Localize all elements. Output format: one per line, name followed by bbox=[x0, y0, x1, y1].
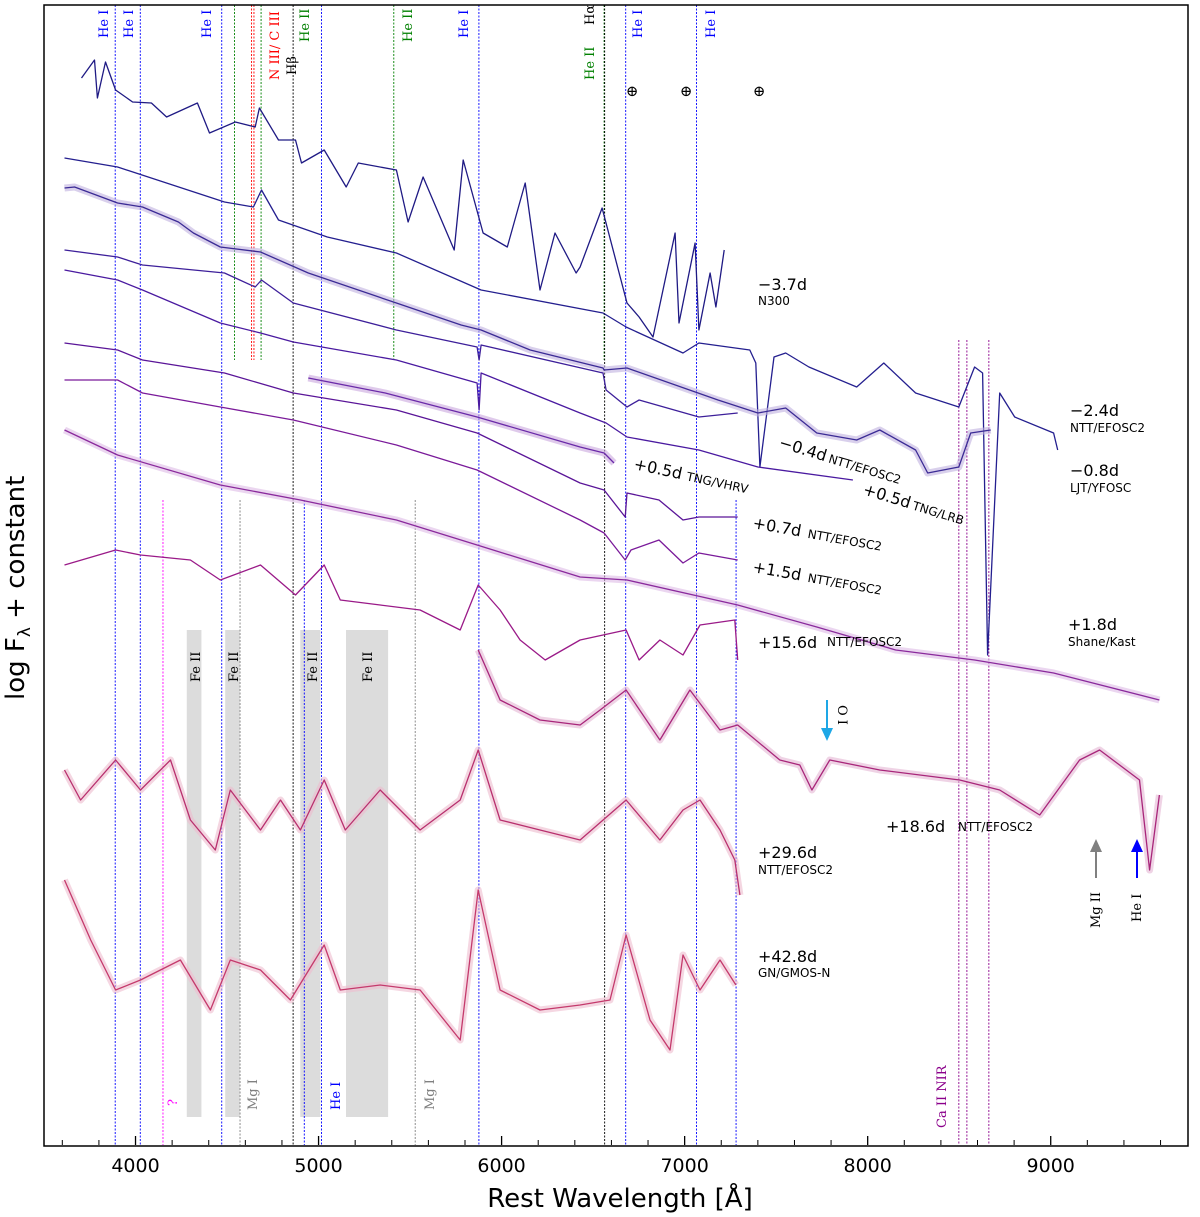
epoch-label: +1.8d bbox=[1068, 615, 1117, 634]
telluric-icon: ⊕ bbox=[753, 82, 766, 100]
fe-ii-bands bbox=[186, 630, 389, 1117]
line-markers bbox=[114, 5, 990, 1145]
epoch-label: −0.4d bbox=[777, 433, 829, 466]
label-unknown: ? bbox=[166, 1099, 181, 1106]
spectrum-line bbox=[64, 186, 991, 474]
epoch-label: +29.6d bbox=[758, 843, 817, 862]
x-axis-title: Rest Wavelength [Å] bbox=[487, 1182, 752, 1214]
epoch-label: +0.7d bbox=[751, 513, 803, 540]
spectrum-line bbox=[64, 342, 738, 521]
o-i-arrowhead bbox=[821, 728, 833, 741]
top-line-labels: He I He I He I N III/ C III Hβ He II He … bbox=[97, 5, 765, 100]
instrument-label: N300 bbox=[758, 294, 790, 308]
label-n-iii-c-iii: N III/ C III bbox=[268, 11, 283, 80]
spectrum-line bbox=[64, 157, 1059, 656]
spectrum-raw bbox=[61, 746, 744, 896]
spectrum-line bbox=[477, 649, 1161, 871]
label-he-i: He I bbox=[200, 10, 215, 38]
arrows: O I Mg II He I bbox=[821, 700, 1145, 928]
epoch-label: −2.4d bbox=[1070, 401, 1119, 420]
label-fe-ii: Fe II bbox=[306, 652, 321, 682]
fe-ii-band bbox=[186, 630, 202, 1117]
instrument-label: GN/GMOS-N bbox=[758, 966, 830, 980]
telluric-icon: ⊕ bbox=[626, 82, 639, 100]
label-h-alpha: Hα bbox=[583, 5, 598, 25]
tick-label: 5000 bbox=[294, 1155, 342, 1177]
instrument-label: Shane/Kast bbox=[1068, 635, 1136, 649]
spectrum-line bbox=[64, 249, 738, 418]
label-he-i: He I bbox=[457, 10, 472, 38]
y-axis-title-suffix: + constant bbox=[1, 476, 31, 627]
instrument-label: NTT/EFOSC2 bbox=[807, 571, 883, 598]
he-i-arrowhead bbox=[1131, 839, 1143, 852]
epoch-label: −3.7d bbox=[758, 275, 807, 294]
instrument-label: TNG/LRB bbox=[910, 498, 966, 527]
tick-label: 8000 bbox=[844, 1155, 892, 1177]
label-he-i: He I bbox=[122, 10, 137, 38]
instrument-label: NTT/EFOSC2 bbox=[807, 527, 883, 554]
fe-ii-band bbox=[300, 630, 321, 1117]
epoch-label: +18.6d bbox=[886, 817, 945, 836]
instrument-label: NTT/EFOSC2 bbox=[958, 820, 1033, 834]
x-axis-ticks: 4000 5000 6000 7000 8000 9000 bbox=[61, 1136, 1162, 1177]
label-he-i-arrow: He I bbox=[1130, 894, 1145, 922]
label-he-ii: He II bbox=[298, 9, 313, 42]
epoch-label: +0.5d bbox=[632, 454, 684, 483]
label-he-ii: He II bbox=[583, 47, 598, 80]
bottom-line-labels: ? Mg I He I Mg I Ca II NIR bbox=[166, 1064, 950, 1128]
spectrum-line bbox=[64, 429, 1160, 701]
tick-label: 7000 bbox=[660, 1155, 708, 1177]
label-fe-ii: Fe II bbox=[361, 652, 376, 682]
instrument-label: TNG/VHRV bbox=[684, 469, 750, 496]
y-axis-title-main: log F bbox=[1, 637, 31, 700]
instrument-label: NTT/EFOSC2 bbox=[827, 635, 902, 649]
label-mg-ii: Mg II bbox=[1089, 892, 1104, 928]
spectrum-line bbox=[64, 549, 739, 661]
spectrum-line bbox=[63, 749, 741, 896]
fe-ii-labels: Fe II Fe II Fe II Fe II bbox=[189, 652, 376, 682]
spectrum-raw bbox=[307, 374, 617, 466]
fe-ii-band bbox=[346, 630, 389, 1117]
plot-frame bbox=[43, 4, 1189, 1147]
label-o-i: O I bbox=[834, 705, 849, 725]
epoch-label: −0.8d bbox=[1070, 461, 1119, 480]
label-he-ii: He II bbox=[401, 9, 416, 42]
y-axis-title: log Fλ + constant bbox=[1, 476, 35, 700]
tick-label: 9000 bbox=[1027, 1155, 1075, 1177]
tick-label: 4000 bbox=[111, 1155, 159, 1177]
epoch-label: +0.5d bbox=[861, 480, 913, 513]
label-fe-ii: Fe II bbox=[189, 652, 204, 682]
spectrum-line bbox=[64, 379, 738, 564]
fe-ii-band bbox=[225, 630, 240, 1117]
epoch-labels: −3.7d N300 −2.4d NTT/EFOSC2 −0.8d LJT/YF… bbox=[632, 275, 1145, 980]
mg-ii-arrowhead bbox=[1090, 839, 1102, 852]
label-he-i: He I bbox=[97, 10, 112, 38]
y-axis-title-sub: λ bbox=[15, 627, 35, 637]
spectrum-line bbox=[80, 59, 725, 338]
label-he-i: He I bbox=[329, 1082, 344, 1110]
label-ca-ii-nir: Ca II NIR bbox=[935, 1064, 950, 1128]
telluric-icon: ⊕ bbox=[680, 82, 693, 100]
instrument-label: LJT/YFOSC bbox=[1070, 481, 1131, 495]
epoch-label: +42.8d bbox=[758, 947, 817, 966]
label-he-i: He I bbox=[704, 10, 719, 38]
label-fe-ii: Fe II bbox=[227, 652, 242, 682]
label-mg-i: Mg I bbox=[423, 1079, 438, 1110]
epoch-label: +15.6d bbox=[758, 633, 817, 652]
label-he-i: He I bbox=[631, 10, 646, 38]
spectrum-line bbox=[63, 879, 737, 1051]
spectrum-line bbox=[308, 377, 615, 464]
label-mg-i: Mg I bbox=[246, 1079, 261, 1110]
tick-label: 6000 bbox=[477, 1155, 525, 1177]
spectra-series bbox=[61, 59, 1163, 1054]
epoch-label: +1.5d bbox=[751, 557, 803, 584]
instrument-label: NTT/EFOSC2 bbox=[1070, 421, 1145, 435]
instrument-label: NTT/EFOSC2 bbox=[758, 863, 833, 877]
label-h-beta: Hβ bbox=[285, 56, 300, 75]
spectrum-line bbox=[64, 269, 853, 481]
